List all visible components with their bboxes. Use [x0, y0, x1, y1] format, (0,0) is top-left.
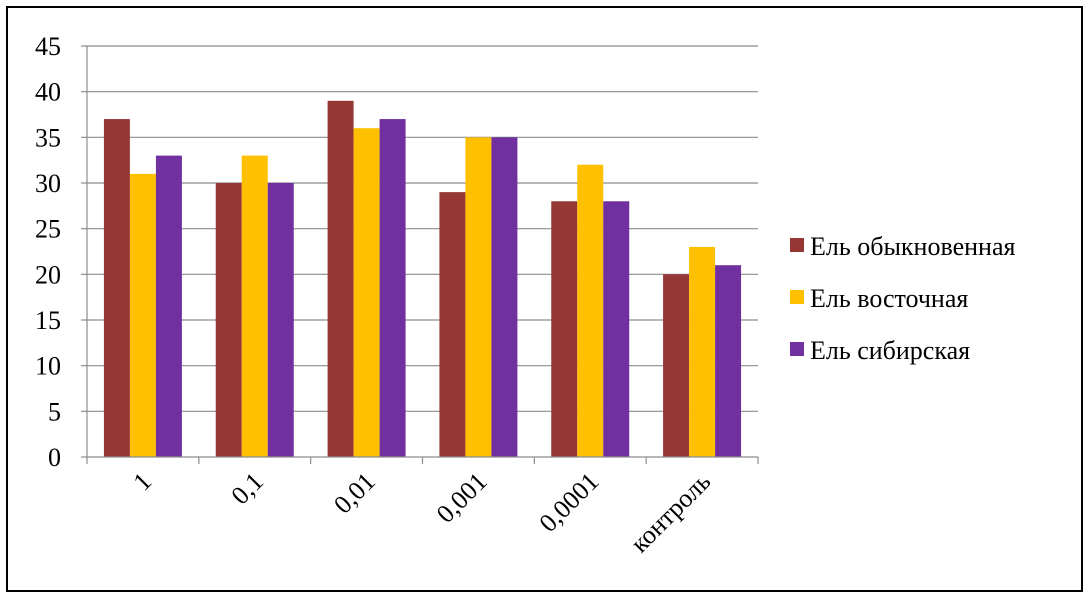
- x-tick-label: 0,01: [328, 467, 381, 520]
- bar: [603, 201, 630, 457]
- y-tick-label: 10: [35, 352, 61, 381]
- legend-swatch: [790, 238, 804, 252]
- bar: [327, 100, 354, 458]
- bar: [663, 274, 690, 457]
- bar: [267, 183, 294, 457]
- bar: [491, 137, 518, 458]
- bar: [551, 201, 578, 457]
- x-tick-label: 0,0001: [533, 467, 604, 538]
- bar: [715, 265, 742, 457]
- y-tick-label: 35: [35, 123, 61, 152]
- chart-frame: 0 5 10 15 20 25 30 35 40 45 1 0,1 0,01 0,001 0,0001 ко…: [6, 6, 1083, 592]
- bar: [129, 173, 156, 457]
- x-tick-label: 0,1: [226, 467, 269, 510]
- legend: Ель обыкновенная Ель восточная Ель сибирск…: [790, 232, 1015, 365]
- y-tick-label: 5: [48, 397, 61, 426]
- y-tick-label: 30: [35, 169, 61, 198]
- legend-label: Ель сибирская: [810, 336, 970, 365]
- bar-chart: 0 5 10 15 20 25 30 35 40 45 1 0,1 0,01 0,001 0,0001 ко…: [35, 32, 1015, 559]
- bar: [465, 137, 492, 458]
- x-axis: 1 0,1 0,01 0,001 0,0001 контроль: [86, 456, 759, 559]
- legend-swatch: [790, 290, 804, 304]
- y-tick-label: 20: [35, 260, 61, 289]
- x-tick-label: 1: [127, 467, 157, 497]
- y-tick-label: 45: [35, 32, 61, 61]
- bar: [689, 246, 716, 457]
- x-tick-label: 0,001: [431, 467, 493, 529]
- legend-label: Ель обыкновенная: [810, 232, 1015, 261]
- bar: [241, 155, 268, 457]
- bar: [103, 119, 130, 458]
- bar: [577, 164, 604, 457]
- legend-label: Ель восточная: [810, 284, 968, 313]
- bar: [439, 192, 466, 457]
- bar: [155, 155, 182, 457]
- legend-swatch: [790, 342, 804, 356]
- bars: [103, 100, 742, 458]
- bar: [379, 119, 406, 458]
- y-tick-label: 40: [35, 78, 61, 107]
- y-tick-label: 25: [35, 215, 61, 244]
- gridlines: [87, 45, 758, 412]
- y-tick-label: 0: [48, 443, 61, 472]
- bar: [215, 183, 242, 457]
- bar: [353, 128, 380, 457]
- x-tick-label: контроль: [625, 467, 717, 559]
- y-axis: 0 5 10 15 20 25 30 35 40 45: [35, 32, 88, 472]
- y-tick-label: 15: [35, 306, 61, 335]
